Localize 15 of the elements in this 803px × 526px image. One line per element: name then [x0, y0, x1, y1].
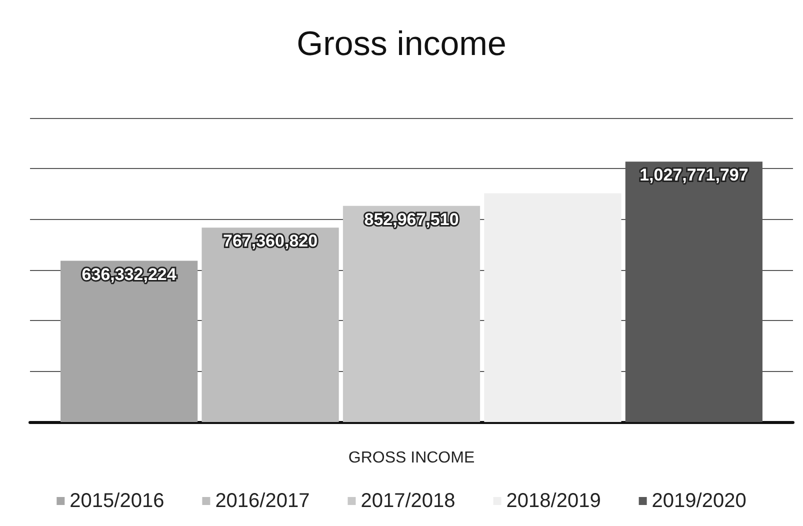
data-label: 767,360,820	[223, 232, 318, 251]
bar	[60, 260, 198, 422]
data-label: 636,332,224	[82, 264, 177, 284]
legend-label: 2015/2016	[70, 490, 164, 512]
data-label: 852,967,510	[364, 210, 459, 229]
legend-label: 2017/2018	[360, 490, 456, 512]
legend-label: 2019/2020	[652, 490, 746, 512]
legend-label: 2018/2019	[506, 490, 601, 512]
data-label: 1,027,771,797	[640, 166, 748, 185]
bar	[202, 228, 339, 422]
chart-title: Gross income	[296, 25, 506, 63]
legend-label: 2016/2017	[215, 490, 310, 512]
x-axis-title: GROSS INCOME	[348, 450, 475, 466]
bar	[484, 193, 622, 422]
bar	[342, 206, 480, 422]
